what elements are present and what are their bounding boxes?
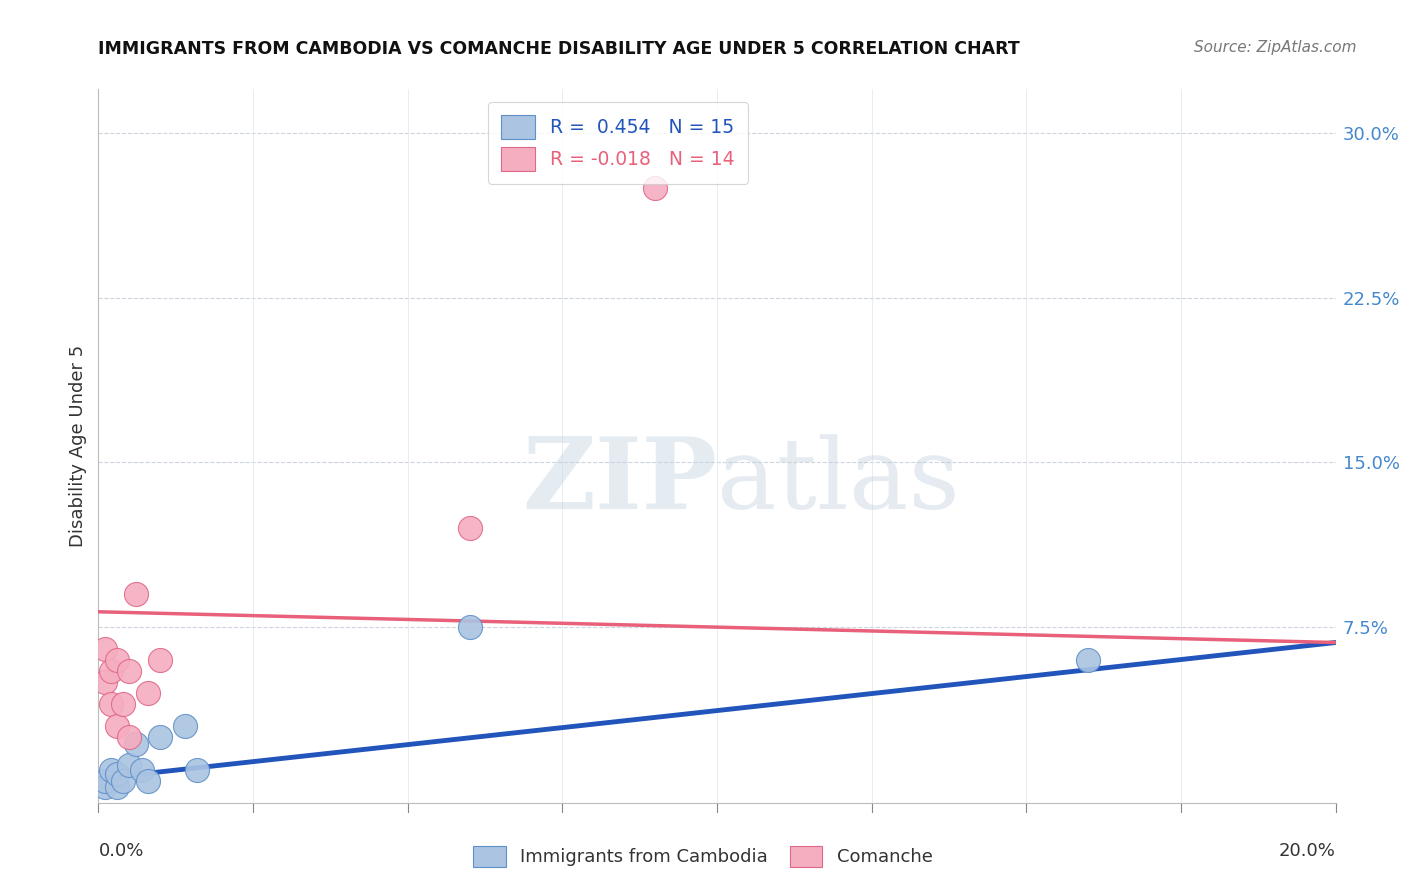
Point (105, 653, 128, 667)
Point (186, 763, 208, 777)
Point (93, 780, 115, 795)
Point (93, 675, 115, 690)
Text: IMMIGRANTS FROM CAMBODIA VS COMANCHE DISABILITY AGE UNDER 5 CORRELATION CHART: IMMIGRANTS FROM CAMBODIA VS COMANCHE DIS… (98, 40, 1021, 58)
Point (105, 767, 128, 781)
Text: 20.0%: 20.0% (1279, 842, 1336, 860)
Point (644, 181, 666, 195)
Point (131, 763, 153, 777)
Point (458, 521, 481, 535)
Point (93, 642, 115, 657)
Point (105, 719, 128, 733)
Text: atlas: atlas (717, 434, 960, 530)
Point (136, 686, 159, 700)
Point (118, 664, 141, 678)
Y-axis label: Disability Age Under 5: Disability Age Under 5 (69, 345, 87, 547)
Point (149, 730, 172, 744)
Text: 0.0%: 0.0% (98, 842, 143, 860)
Point (100, 763, 122, 777)
Point (100, 697, 122, 711)
Point (118, 758, 141, 772)
Point (458, 620, 481, 634)
Point (174, 719, 197, 733)
Point (112, 697, 135, 711)
Point (1077, 653, 1099, 667)
Point (100, 664, 122, 678)
Text: Source: ZipAtlas.com: Source: ZipAtlas.com (1194, 40, 1357, 55)
Point (136, 773, 159, 788)
Legend: Immigrants from Cambodia, Comanche: Immigrants from Cambodia, Comanche (467, 838, 939, 874)
Point (124, 737, 146, 751)
Point (112, 773, 135, 788)
Point (105, 780, 128, 795)
Point (118, 730, 141, 744)
Text: ZIP: ZIP (522, 434, 717, 530)
Point (93, 773, 115, 788)
Legend: R =  0.454   N = 15, R = -0.018   N = 14: R = 0.454 N = 15, R = -0.018 N = 14 (488, 103, 748, 184)
Point (149, 653, 172, 667)
Point (124, 587, 146, 601)
